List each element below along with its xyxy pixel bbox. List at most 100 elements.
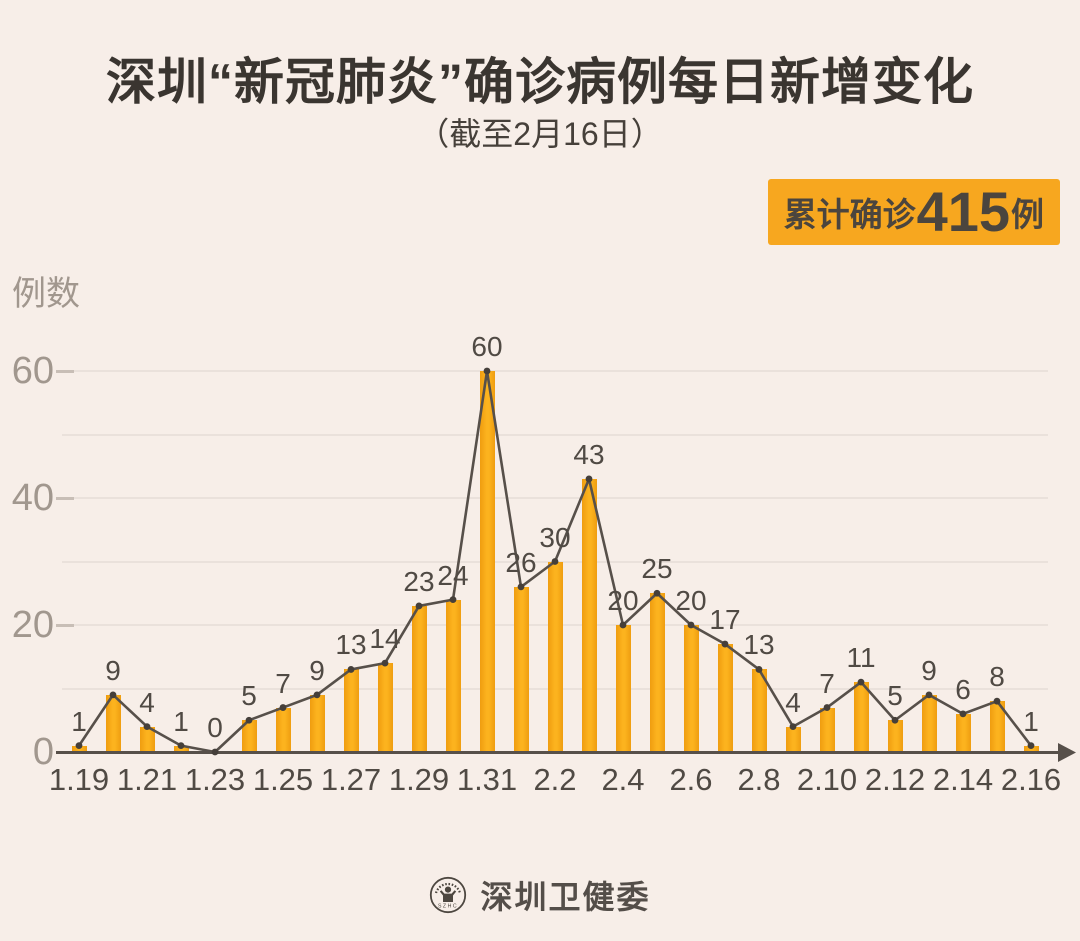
bar-value-label: 20 (607, 585, 639, 616)
publisher-name: 深圳卫健委 (480, 879, 651, 915)
bar (581, 478, 597, 752)
x-tick-label: 1.29 (388, 762, 450, 797)
bar (241, 720, 257, 752)
bar-value-label: 30 (539, 521, 571, 553)
bar-value-label: 14 (369, 623, 401, 655)
bar-value-label: 24 (437, 559, 469, 591)
bar-value-label: 8 (989, 661, 1005, 693)
bar (309, 694, 325, 752)
bar (445, 599, 461, 752)
bar-value-label: 26 (505, 546, 537, 578)
data-point-dot (347, 666, 355, 673)
bar-value-label: 5 (241, 680, 257, 712)
bar-value-label: 23 (403, 565, 435, 597)
bar (615, 625, 631, 752)
bar-value-label: 13 (335, 629, 367, 661)
bar-value-label: 7 (275, 667, 291, 699)
x-tick-label: 2.4 (601, 762, 645, 797)
bar-value-label: 60 (471, 331, 503, 362)
gridline (62, 370, 1048, 372)
data-point-dot (483, 367, 491, 375)
bar (751, 669, 767, 752)
chart-subtitle: （截至2月16日） (417, 116, 663, 152)
bar (105, 694, 121, 752)
data-point-dot (517, 583, 525, 591)
bar-value-label: 9 (309, 654, 325, 686)
data-point-dot (381, 659, 389, 667)
x-tick-label: 2.16 (1000, 762, 1062, 797)
data-point-dot (653, 589, 661, 597)
data-point-dot (415, 602, 423, 610)
bar (955, 713, 971, 752)
x-tick-label: 1.31 (456, 762, 518, 797)
data-point-dot (585, 475, 593, 483)
badge-total-value: 415 (916, 180, 1010, 243)
gridline (62, 497, 1048, 499)
bar (683, 625, 699, 752)
badge-prefix-label: 累计确诊 (783, 196, 916, 233)
data-point-dot (619, 621, 627, 629)
bar-value-label: 11 (846, 642, 876, 674)
data-point-dot (109, 691, 117, 699)
x-tick-label: 2.6 (669, 762, 713, 797)
bar (275, 707, 291, 752)
footer: SZHC 深圳卫健委 (0, 872, 1080, 918)
bar-value-label: 6 (955, 673, 971, 705)
x-tick-label: 2.14 (932, 762, 994, 797)
x-tick-label: 2.8 (737, 762, 781, 797)
bar-value-label: 1 (1023, 705, 1039, 737)
bar-value-label: 1 (173, 705, 189, 737)
bar (411, 605, 427, 752)
data-point-dot (1027, 742, 1035, 750)
data-point-dot (245, 716, 253, 724)
y-axis-title: 例数 (12, 275, 80, 313)
bar-value-label: 5 (887, 680, 903, 712)
data-point-dot (279, 704, 287, 711)
bar-value-label: 20 (675, 585, 707, 616)
y-tick-label: 0 (32, 731, 54, 773)
data-point-dot (857, 678, 865, 686)
bar-value-label: 25 (641, 553, 673, 585)
y-tick-mark (56, 369, 74, 373)
bar (649, 593, 665, 752)
bar-value-label: 9 (921, 654, 937, 686)
bar-value-label: 4 (785, 686, 801, 718)
data-point-dot (721, 640, 729, 648)
data-point-dot (755, 666, 763, 673)
data-point-dot (143, 723, 151, 730)
chart-title: 深圳“新冠肺炎”确诊病例每日新增变化 (106, 54, 974, 110)
szhc-logo-icon: SZHC (430, 876, 467, 914)
y-tick-mark (56, 496, 74, 500)
data-point-dot (993, 697, 1001, 705)
cumulative-total-badge: 累计确诊 415 例 (767, 179, 1060, 245)
data-point-dot (177, 742, 185, 750)
data-point-dot (959, 710, 967, 718)
data-point-dot (551, 558, 559, 565)
bar (989, 701, 1005, 752)
bar (139, 726, 155, 752)
data-point-dot (211, 748, 219, 756)
y-tick-label: 60 (11, 350, 54, 392)
x-tick-label: 1.21 (116, 762, 178, 797)
bar (819, 707, 835, 752)
bar (887, 720, 903, 752)
x-tick-label: 1.25 (252, 762, 314, 797)
y-tick-mark (56, 623, 74, 627)
bar-value-label: 17 (709, 604, 741, 636)
x-tick-label: 1.27 (320, 762, 382, 797)
data-point-dot (925, 691, 933, 699)
gridline (62, 433, 1048, 436)
y-tick-label: 20 (11, 604, 54, 646)
data-point-dot (823, 704, 831, 711)
bar (377, 663, 393, 752)
x-tick-label: 2.12 (864, 762, 926, 797)
bar-value-label: 43 (573, 438, 605, 470)
x-tick-label: 2.2 (533, 762, 577, 797)
bar (513, 586, 529, 752)
bar (547, 561, 563, 752)
bar-value-label: 9 (105, 654, 121, 686)
data-point-dot (75, 742, 83, 750)
data-point-dot (789, 723, 797, 730)
